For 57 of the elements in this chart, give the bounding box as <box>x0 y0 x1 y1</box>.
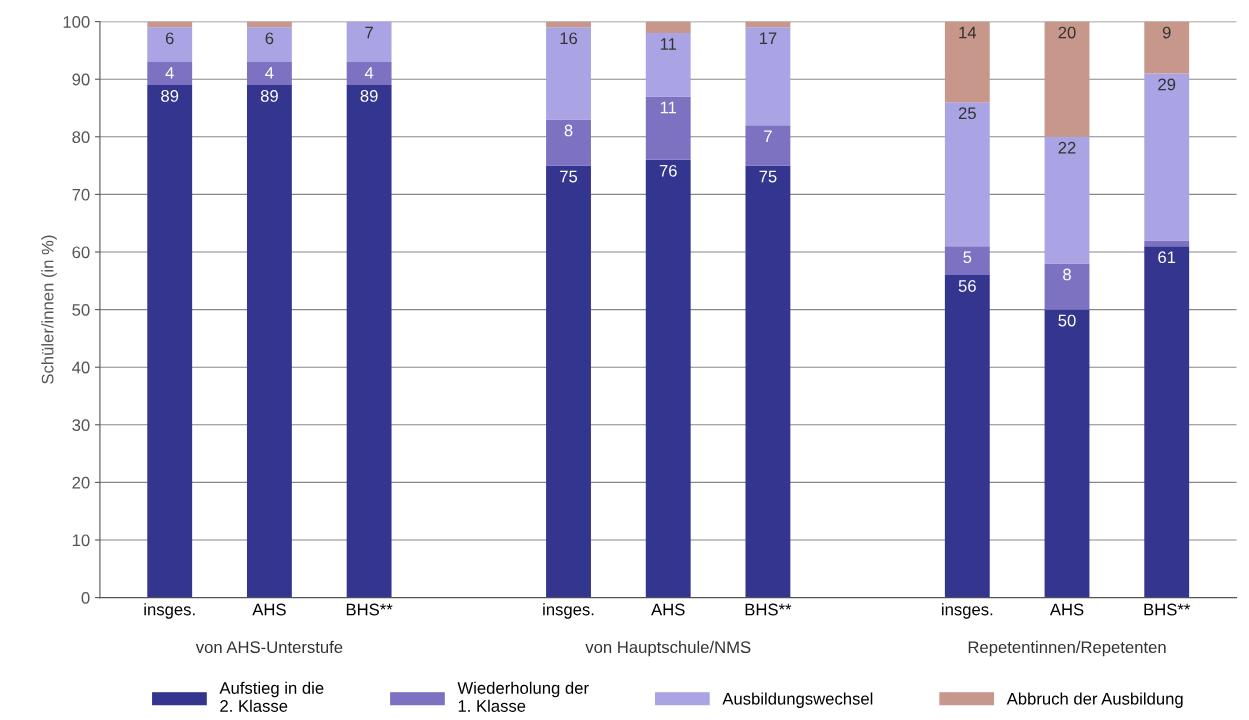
data-label: 75 <box>759 170 777 183</box>
x-tick-label: insges. <box>543 603 594 619</box>
y-tick-label: 80 <box>72 131 90 143</box>
data-label: 11 <box>660 38 677 50</box>
legend-label: Ausbildungswechsel <box>722 692 873 708</box>
data-label: 7 <box>764 130 772 142</box>
data-label: 6 <box>265 32 274 45</box>
data-label: 61 <box>1158 251 1176 264</box>
data-label: 6 <box>165 32 174 45</box>
x-tick-label: AHS <box>651 603 685 616</box>
data-label: 11 <box>660 101 677 114</box>
legend-label: Aufstieg in die 2. Klasse <box>219 681 324 712</box>
x-tick-label: BHS** <box>1144 603 1191 616</box>
legend-label: Wiederholung der 1. Klasse <box>457 681 589 712</box>
data-label: 17 <box>759 32 777 45</box>
data-label: 5 <box>963 251 972 264</box>
y-tick-label: 100 <box>63 16 90 28</box>
y-tick-label: 90 <box>72 73 90 86</box>
data-label: 16 <box>560 32 578 45</box>
data-label: 4 <box>265 67 274 79</box>
x-tick-label: BHS** <box>346 603 393 616</box>
data-label: 9 <box>1162 26 1171 39</box>
data-label: 14 <box>959 26 977 39</box>
data-label: 7 <box>365 26 373 39</box>
data-label: 8 <box>1063 268 1071 281</box>
y-tick-label: 10 <box>72 534 90 547</box>
y-tick-label: 40 <box>72 361 90 374</box>
y-tick-label: 0 <box>81 592 90 604</box>
data-label: 76 <box>659 164 677 177</box>
text: Repetentinnen/Repetenten <box>968 640 1166 657</box>
data-label: 50 <box>1058 314 1076 327</box>
x-tick-label: BHS** <box>745 603 792 616</box>
data-label: 25 <box>958 107 976 120</box>
text: von AHS-Unterstufe <box>195 640 343 654</box>
data-label: 89 <box>360 90 378 102</box>
text: von Hauptschule/NMS <box>585 640 751 657</box>
x-tick-label: AHS <box>252 603 286 616</box>
data-label: 75 <box>560 170 578 183</box>
data-label: 4 <box>165 67 174 79</box>
data-label: 20 <box>1058 26 1076 39</box>
x-tick-label: insges. <box>942 603 993 619</box>
data-label: 89 <box>161 90 179 102</box>
y-tick-label: 50 <box>72 304 90 316</box>
data-label: 56 <box>958 280 976 292</box>
x-tick-label: insges. <box>144 603 195 619</box>
data-label: 89 <box>260 90 278 102</box>
x-tick-label: AHS <box>1049 603 1084 616</box>
y-tick-label: 20 <box>72 476 90 489</box>
y-tick-label: 70 <box>72 188 90 201</box>
data-label: 22 <box>1058 141 1076 154</box>
data-label: 8 <box>564 124 573 137</box>
y-axis-title: Schüler/innen (in %) <box>41 235 57 384</box>
legend-label: Abbruch der Ausbildung <box>1006 692 1183 708</box>
y-tick-label: 30 <box>72 419 90 431</box>
data-label: 29 <box>1158 78 1176 91</box>
data-label: 4 <box>364 67 374 79</box>
y-tick-label: 60 <box>72 246 90 259</box>
